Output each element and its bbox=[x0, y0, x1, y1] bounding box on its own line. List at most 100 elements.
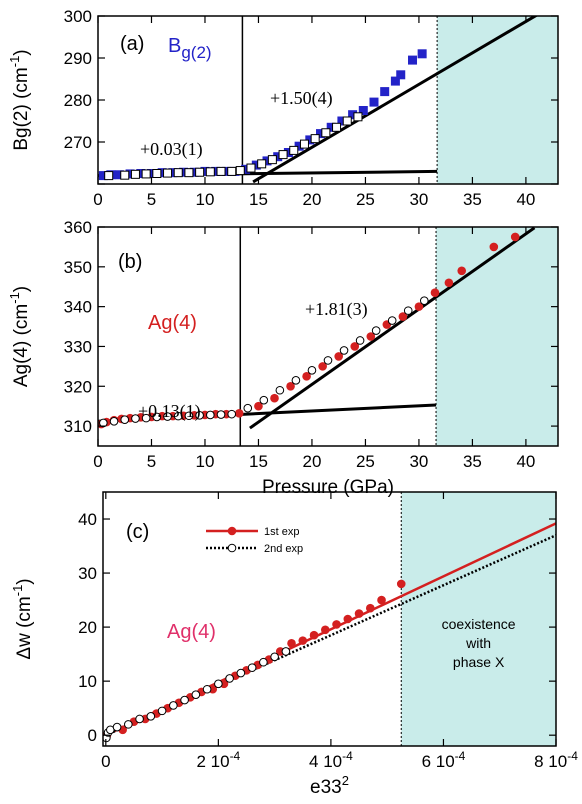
data-point bbox=[234, 409, 244, 418]
x-tick-label: 0 bbox=[93, 452, 102, 471]
legend: 1st exp 2nd exp bbox=[206, 526, 303, 555]
data-point bbox=[414, 302, 424, 311]
x-tick-label: 0 bbox=[101, 752, 110, 771]
data-point bbox=[380, 87, 390, 97]
data-point bbox=[109, 417, 119, 426]
y-tick-label: 330 bbox=[64, 337, 92, 356]
data-point bbox=[310, 134, 320, 144]
fit-line bbox=[249, 227, 536, 430]
data-point bbox=[163, 168, 173, 178]
plot-frame bbox=[97, 226, 559, 447]
x-axis-label: e332 bbox=[310, 773, 349, 798]
x-tick-label: 0 bbox=[93, 190, 102, 209]
data-point bbox=[130, 169, 140, 179]
plot-area bbox=[98, 16, 538, 184]
y-tick-label: 20 bbox=[78, 618, 97, 637]
shade-label-line: with bbox=[465, 635, 491, 651]
data-point bbox=[173, 411, 183, 421]
y-tick-label: 40 bbox=[78, 510, 97, 529]
y-tick-label: 350 bbox=[64, 258, 92, 277]
data-point bbox=[146, 169, 156, 178]
data-point bbox=[337, 116, 347, 126]
data-point bbox=[318, 362, 327, 371]
y-tick-label: 360 bbox=[64, 218, 92, 237]
data-point bbox=[305, 135, 315, 145]
data-point bbox=[225, 674, 234, 683]
x-tick-label: 10 bbox=[196, 452, 215, 471]
shade-label-line: coexistence bbox=[442, 616, 516, 632]
data-point bbox=[131, 414, 140, 423]
data-point bbox=[120, 170, 130, 180]
data-point bbox=[267, 155, 277, 165]
data-point bbox=[216, 166, 226, 176]
data-point bbox=[390, 76, 400, 86]
data-point bbox=[236, 668, 246, 678]
data-point bbox=[141, 413, 151, 423]
data-point bbox=[221, 166, 231, 176]
plot-area bbox=[98, 227, 536, 430]
data-point bbox=[152, 412, 162, 422]
data-point bbox=[339, 346, 349, 355]
slope-annotation: +0.13(1) bbox=[138, 401, 201, 422]
y-tick-label: 310 bbox=[64, 417, 92, 436]
data-point bbox=[365, 603, 375, 613]
plot-frame bbox=[102, 491, 557, 747]
data-point bbox=[403, 306, 413, 315]
data-point bbox=[184, 168, 194, 178]
data-point bbox=[169, 701, 178, 710]
data-point bbox=[179, 167, 189, 177]
data-point bbox=[152, 169, 162, 178]
plot-area bbox=[103, 522, 556, 743]
data-point bbox=[332, 620, 341, 629]
data-point bbox=[195, 411, 204, 420]
x-tick-label: 5 bbox=[147, 452, 156, 471]
x-tick-label: 15 bbox=[249, 190, 268, 209]
x-tick-label: 15 bbox=[249, 452, 268, 471]
data-point bbox=[180, 695, 189, 705]
data-point bbox=[270, 652, 279, 662]
data-point bbox=[321, 128, 331, 138]
data-point bbox=[457, 266, 467, 276]
data-point bbox=[135, 714, 144, 724]
data-point bbox=[444, 278, 454, 288]
data-point bbox=[146, 711, 156, 721]
data-point bbox=[287, 639, 296, 648]
data-point bbox=[120, 415, 130, 425]
mode-label: Ag(4) bbox=[148, 312, 197, 334]
data-point bbox=[275, 385, 285, 395]
data-point bbox=[99, 418, 108, 428]
legend-label: 1st exp bbox=[264, 526, 299, 538]
data-point bbox=[316, 129, 326, 139]
panel-label: (c) bbox=[126, 521, 149, 543]
data-point bbox=[286, 381, 295, 391]
x-tick-label: 30 bbox=[409, 190, 428, 209]
data-point bbox=[309, 630, 319, 640]
data-point bbox=[342, 116, 352, 126]
data-point bbox=[334, 352, 343, 361]
x-tick-label: 30 bbox=[409, 452, 428, 471]
data-point bbox=[259, 657, 268, 667]
data-point bbox=[211, 166, 221, 176]
data-point bbox=[214, 679, 223, 689]
data-point bbox=[157, 706, 167, 716]
data-point bbox=[398, 312, 408, 321]
data-point bbox=[320, 625, 330, 635]
data-point bbox=[173, 168, 183, 178]
data-point bbox=[298, 636, 308, 645]
y-tick-label: 290 bbox=[64, 49, 92, 68]
data-point bbox=[302, 372, 311, 381]
x-tick-label: 40 bbox=[516, 190, 535, 209]
y-axis-label: Δw (cm-1) bbox=[10, 578, 35, 659]
data-point bbox=[235, 166, 245, 176]
y-tick-label: 30 bbox=[78, 564, 97, 583]
data-point bbox=[157, 168, 167, 178]
x-tick-label: 8 10-4 bbox=[534, 749, 578, 771]
x-tick-label: 40 bbox=[516, 452, 535, 471]
data-point bbox=[326, 122, 336, 132]
x-tick-label: 25 bbox=[356, 190, 375, 209]
panel-label: (a) bbox=[120, 33, 144, 55]
x-tick-label: 10 bbox=[196, 190, 215, 209]
data-point bbox=[353, 112, 363, 122]
data-point bbox=[371, 326, 381, 335]
